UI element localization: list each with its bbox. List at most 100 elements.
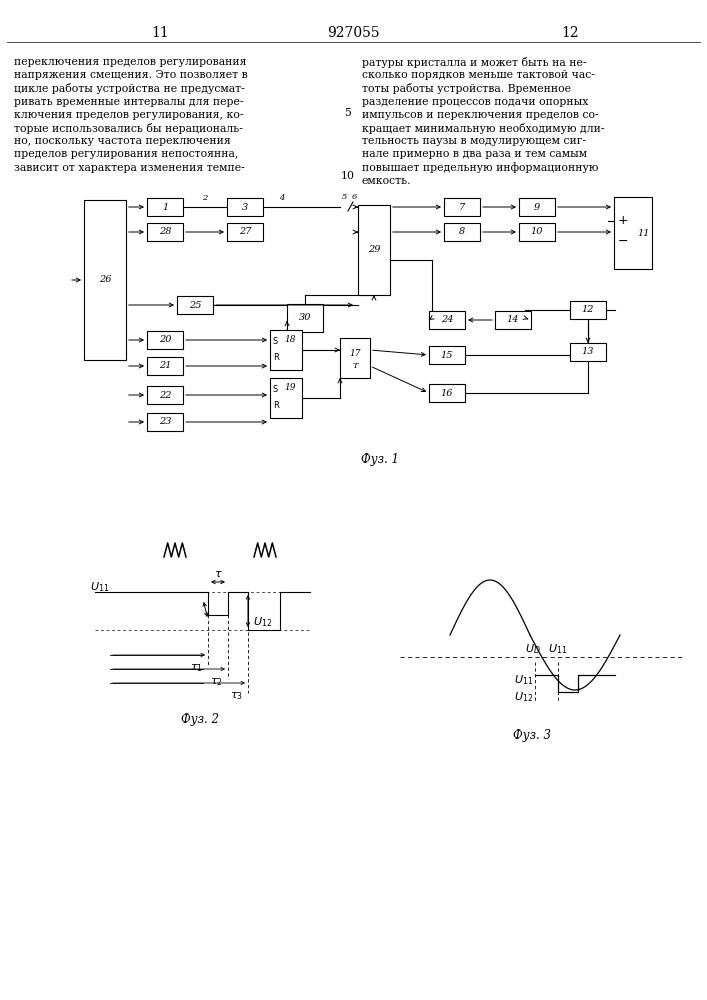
Text: $U_D$: $U_D$ [525, 642, 541, 656]
Bar [519, 223, 555, 241]
Text: 5: 5 [344, 108, 351, 118]
Text: +: + [618, 215, 629, 228]
Text: 6: 6 [352, 193, 357, 201]
Bar [147, 357, 183, 375]
Text: $\tau$: $\tau$ [214, 569, 223, 579]
Text: 11: 11 [638, 229, 650, 237]
Text: $U_{11}$: $U_{11}$ [90, 580, 110, 594]
Bar [614, 197, 652, 269]
Text: 10: 10 [531, 228, 543, 236]
Text: 16: 16 [440, 388, 453, 397]
Bar [147, 331, 183, 349]
Text: $U_{12}$: $U_{12}$ [253, 615, 272, 629]
Text: $\tau_3$: $\tau_3$ [230, 690, 243, 702]
Text: пределов регулирования непостоянна,: пределов регулирования непостоянна, [14, 149, 238, 159]
Text: $\tau_2$: $\tau_2$ [209, 676, 223, 688]
Text: 17: 17 [349, 349, 361, 358]
Text: сколько порядков меньше тактовой час-: сколько порядков меньше тактовой час- [362, 70, 595, 80]
Text: тоты работы устройства. Временное: тоты работы устройства. Временное [362, 83, 571, 94]
Text: нале примерно в два раза и тем самым: нале примерно в два раза и тем самым [362, 149, 587, 159]
Text: 26: 26 [99, 275, 111, 284]
Text: 18: 18 [284, 336, 296, 344]
Text: 27: 27 [239, 228, 251, 236]
Bar [147, 413, 183, 431]
Text: но, поскольку частота переключения: но, поскольку частота переключения [14, 136, 230, 146]
Text: цикле работы устройства не предусмат-: цикле работы устройства не предусмат- [14, 83, 245, 94]
Bar [519, 198, 555, 216]
Text: R: R [273, 353, 279, 361]
Text: 14: 14 [507, 316, 519, 324]
Text: 30: 30 [299, 314, 311, 322]
Text: ривать временные интервалы для пере-: ривать временные интервалы для пере- [14, 97, 243, 107]
Text: напряжения смещения. Это позволяет в: напряжения смещения. Это позволяет в [14, 70, 247, 80]
Text: $U_{11}$: $U_{11}$ [514, 673, 533, 687]
Bar [495, 311, 531, 329]
Text: 24: 24 [440, 316, 453, 324]
Text: ратуры кристалла и может быть на не-: ратуры кристалла и может быть на не- [362, 57, 587, 68]
Text: Фуз. 2: Фуз. 2 [181, 714, 219, 726]
Text: 9: 9 [534, 202, 540, 212]
Text: торые использовались бы нерациональ-: торые использовались бы нерациональ- [14, 123, 243, 134]
Bar [429, 311, 465, 329]
Bar [84, 200, 126, 360]
Bar [340, 338, 370, 378]
Text: −: − [618, 234, 629, 247]
Text: 12: 12 [582, 306, 595, 314]
Text: разделение процессов подачи опорных: разделение процессов подачи опорных [362, 97, 588, 107]
Bar [227, 198, 263, 216]
Bar [444, 223, 480, 241]
Text: 13: 13 [582, 348, 595, 357]
Text: зависит от характера изменения темпе-: зависит от характера изменения темпе- [14, 163, 245, 173]
Text: ключения пределов регулирования, ко-: ключения пределов регулирования, ко- [14, 110, 243, 120]
Bar [270, 330, 302, 370]
Text: тельность паузы в модулирующем сиг-: тельность паузы в модулирующем сиг- [362, 136, 586, 146]
Text: 23: 23 [159, 418, 171, 426]
Text: 12: 12 [561, 26, 579, 40]
Text: 15: 15 [440, 351, 453, 360]
Bar [227, 223, 263, 241]
Text: переключения пределов регулирования: переключения пределов регулирования [14, 57, 247, 67]
Text: Фуз. 1: Фуз. 1 [361, 454, 399, 466]
Bar [177, 296, 213, 314]
Text: R: R [273, 400, 279, 410]
Text: 19: 19 [284, 383, 296, 392]
Text: емкость.: емкость. [362, 176, 411, 186]
Bar [444, 198, 480, 216]
Text: повышает предельную информационную: повышает предельную информационную [362, 163, 598, 173]
Text: 10: 10 [341, 171, 355, 181]
Text: 25: 25 [189, 300, 201, 310]
Bar [287, 304, 323, 332]
Bar [147, 223, 183, 241]
Bar [147, 198, 183, 216]
Text: S: S [273, 385, 279, 394]
Text: 5: 5 [342, 193, 347, 201]
Text: 29: 29 [368, 245, 380, 254]
Text: Фуз. 3: Фуз. 3 [513, 728, 551, 742]
Bar [570, 301, 606, 319]
Bar [570, 343, 606, 361]
Bar [147, 386, 183, 404]
Text: 20: 20 [159, 336, 171, 344]
Text: импульсов и переключения пределов со-: импульсов и переключения пределов со- [362, 110, 599, 120]
Text: кращает минимальную необходимую дли-: кращает минимальную необходимую дли- [362, 123, 604, 134]
Text: $U_{12}$: $U_{12}$ [514, 690, 533, 704]
Text: 11: 11 [151, 26, 169, 40]
Text: 927055: 927055 [327, 26, 380, 40]
Bar [358, 205, 390, 295]
Bar [270, 378, 302, 418]
Text: 4: 4 [279, 194, 285, 202]
Text: 8: 8 [459, 228, 465, 236]
Text: 21: 21 [159, 361, 171, 370]
Bar [429, 346, 465, 364]
Text: S: S [273, 338, 279, 347]
Text: $U_{11}$: $U_{11}$ [548, 642, 567, 656]
Text: 3: 3 [242, 202, 248, 212]
Text: $\tau_1$: $\tau_1$ [189, 662, 202, 674]
Text: 2: 2 [202, 194, 208, 202]
Bar [429, 384, 465, 402]
Text: 22: 22 [159, 390, 171, 399]
Text: 7: 7 [459, 202, 465, 212]
Text: 1: 1 [162, 202, 168, 212]
Text: 28: 28 [159, 228, 171, 236]
Text: T: T [352, 362, 358, 370]
